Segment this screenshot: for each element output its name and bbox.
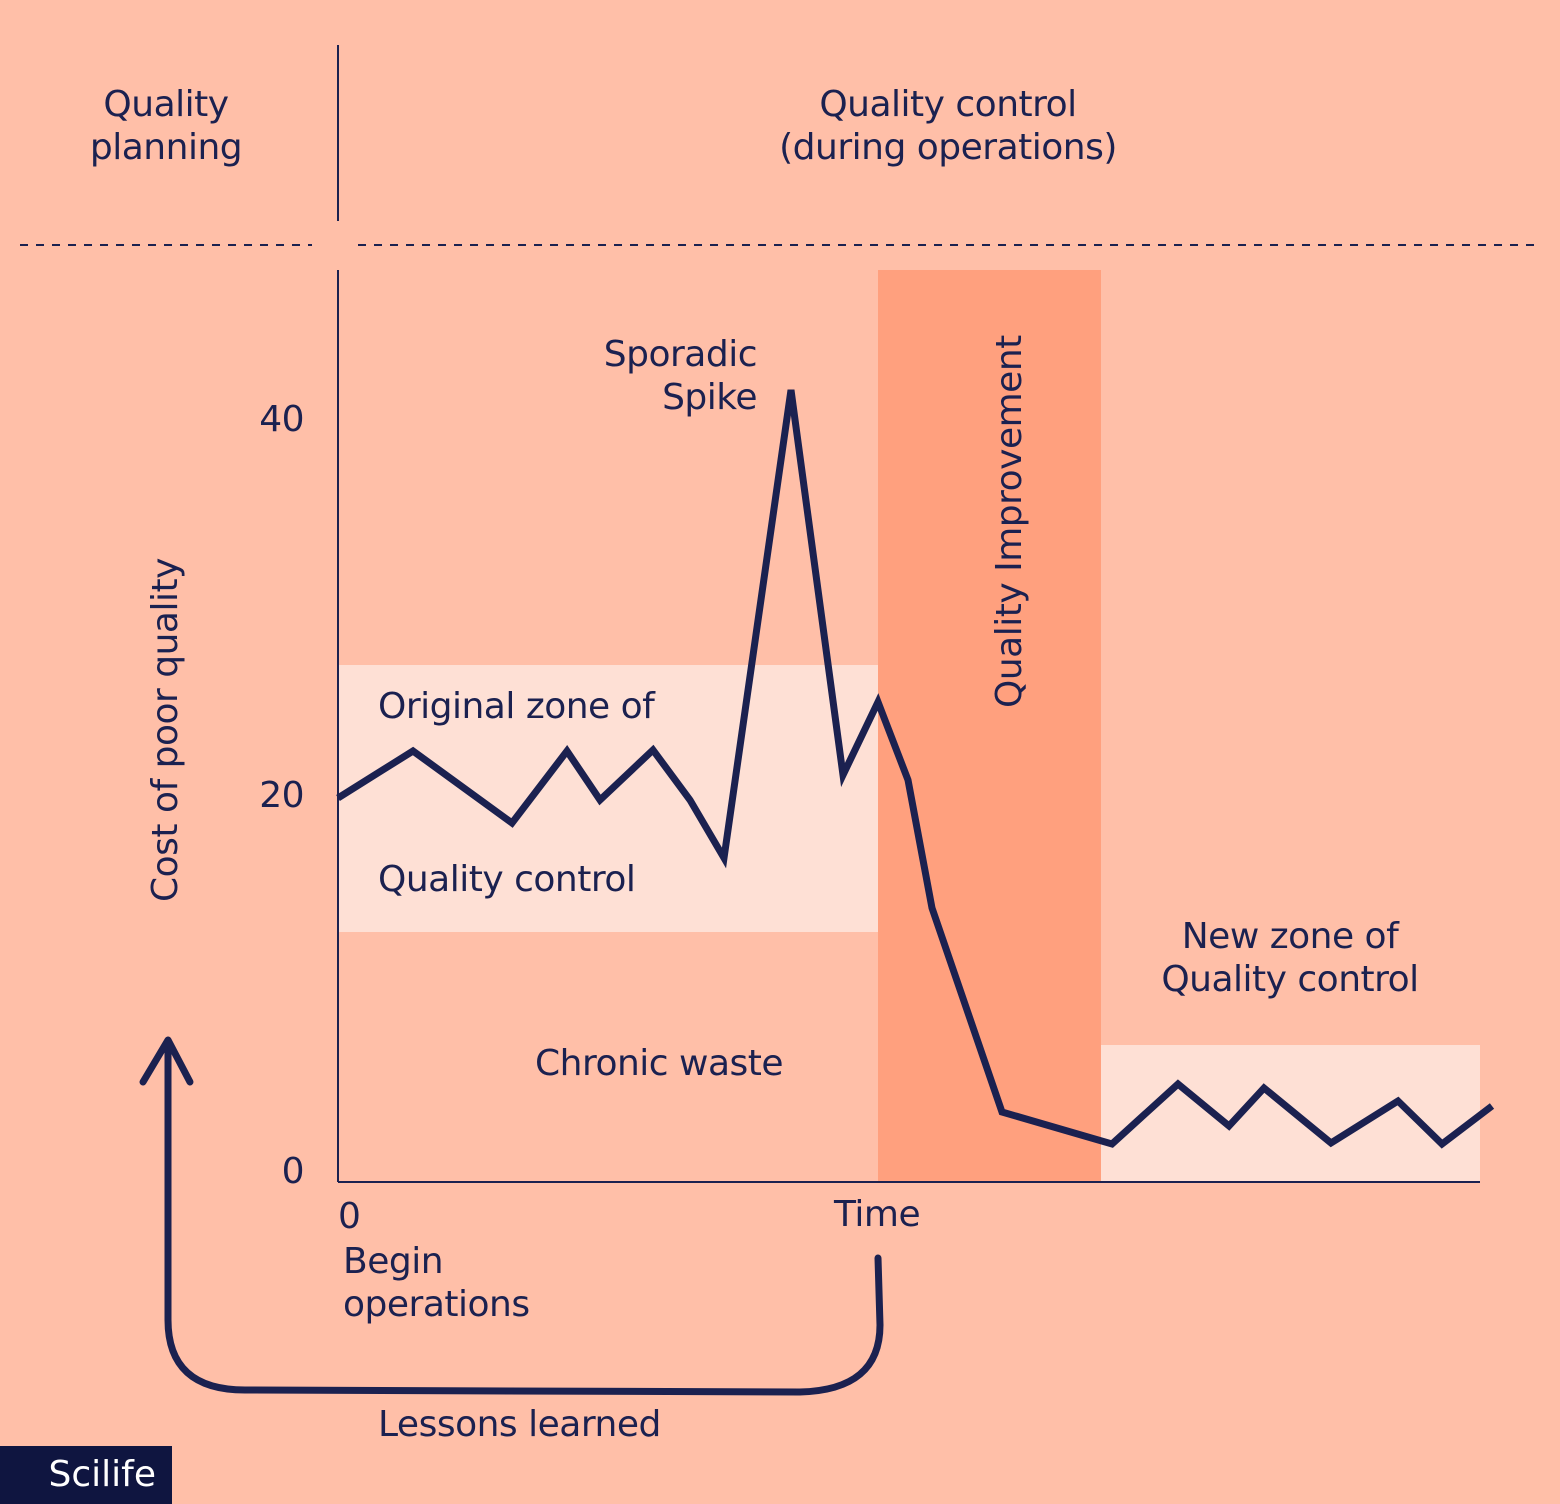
x-origin-label: 0 bbox=[338, 1196, 361, 1237]
scilife-logo: Scilife bbox=[0, 1446, 172, 1504]
quality-control-heading: Quality control (during operations) bbox=[700, 83, 1196, 169]
control-line1: Quality control bbox=[819, 84, 1077, 125]
y-axis-label: Cost of poor quality bbox=[145, 558, 186, 902]
original-zone-label-1: Original zone of bbox=[378, 686, 655, 727]
quality-improvement-label: Quality Improvement bbox=[989, 335, 1030, 708]
y-tick-40: 40 bbox=[259, 399, 304, 440]
lessons-learned-arrow bbox=[164, 1038, 884, 1396]
arrowhead-icon bbox=[139, 1036, 194, 1086]
spike-line1: Sporadic bbox=[603, 334, 758, 375]
new-zone-line2: Quality control bbox=[1161, 959, 1419, 1000]
new-zone-line1: New zone of bbox=[1181, 916, 1399, 957]
begin-line2: operations bbox=[343, 1284, 530, 1325]
quality-improvement-band bbox=[878, 270, 1101, 1182]
planning-line1: Quality bbox=[103, 84, 229, 125]
lessons-learned-label: Lessons learned bbox=[378, 1404, 661, 1445]
sporadic-spike-label: Sporadic Spike bbox=[560, 333, 758, 419]
y-tick-20: 20 bbox=[259, 775, 304, 816]
cost-line bbox=[336, 389, 1495, 1149]
x-axis-label: Time bbox=[834, 1194, 921, 1235]
original-zone-label-2: Quality control bbox=[378, 859, 636, 900]
new-zone-label: New zone of Quality control bbox=[1130, 915, 1450, 1001]
original-control-zone bbox=[338, 665, 878, 932]
logo-text: Scilife bbox=[48, 1454, 156, 1495]
begin-line1: Begin bbox=[343, 1241, 444, 1282]
chronic-waste-label: Chronic waste bbox=[535, 1043, 784, 1084]
spike-line2: Spike bbox=[662, 377, 757, 418]
planning-line2: planning bbox=[89, 127, 243, 168]
y-tick-0: 0 bbox=[281, 1151, 305, 1192]
control-line2: (during operations) bbox=[779, 127, 1117, 168]
quality-planning-heading: Quality planning bbox=[60, 83, 272, 169]
begin-operations-label: Begin operations bbox=[343, 1240, 530, 1326]
